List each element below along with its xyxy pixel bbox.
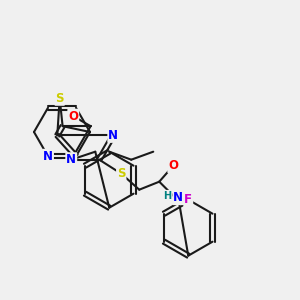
Text: O: O — [168, 159, 178, 172]
Text: N: N — [173, 191, 183, 204]
Text: F: F — [184, 193, 192, 206]
Text: N: N — [43, 150, 53, 163]
Text: S: S — [56, 92, 64, 105]
Text: O: O — [68, 110, 78, 123]
Text: N: N — [66, 153, 76, 166]
Text: N: N — [108, 129, 118, 142]
Text: H: H — [163, 191, 171, 201]
Text: S: S — [117, 167, 125, 180]
